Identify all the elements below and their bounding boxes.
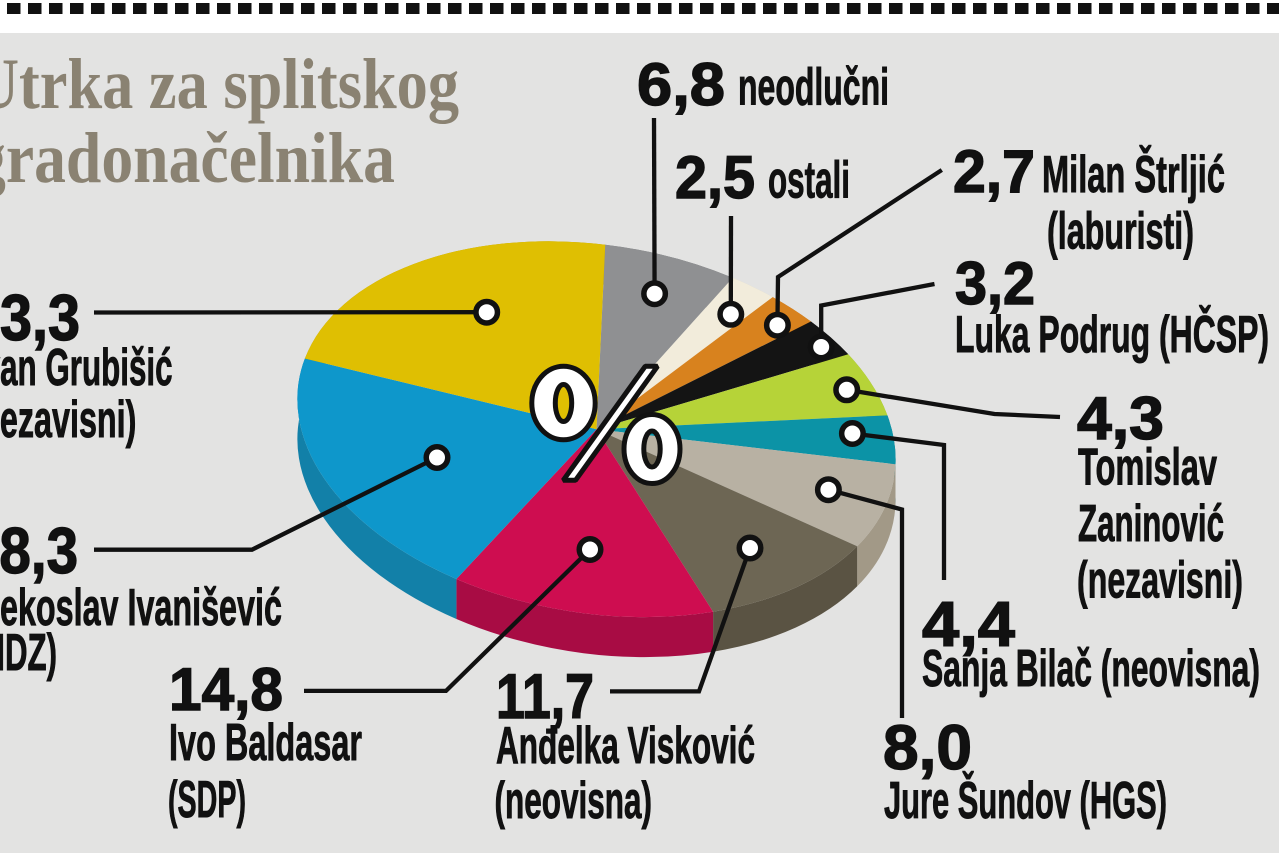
svg-text:4,3: 4,3 bbox=[1077, 385, 1164, 452]
svg-text:6,8: 6,8 bbox=[637, 51, 725, 118]
svg-text:4,4: 4,4 bbox=[922, 590, 1015, 660]
svg-text:2,7: 2,7 bbox=[953, 138, 1035, 205]
svg-text:23,3: 23,3 bbox=[0, 281, 80, 354]
svg-text:Sanja Bilač (neovisna): Sanja Bilač (neovisna) bbox=[922, 640, 1260, 698]
svg-text:Luka Podrug (HČSP): Luka Podrug (HČSP) bbox=[955, 305, 1269, 364]
svg-text:ostali: ostali bbox=[768, 152, 850, 210]
svg-text:Milan Štrljić: Milan Štrljić bbox=[1042, 145, 1225, 204]
svg-text:Ivo Baldasar: Ivo Baldasar bbox=[169, 714, 362, 772]
svg-text:Jure Šundov (HGS): Jure Šundov (HGS) bbox=[884, 771, 1167, 830]
svg-text:Ivan Grubišić: Ivan Grubišić bbox=[0, 339, 172, 397]
svg-text:gradonačelnika: gradonačelnika bbox=[0, 118, 395, 198]
svg-text:(laburisti): (laburisti) bbox=[1047, 203, 1194, 261]
svg-text:(nezavisni): (nezavisni) bbox=[0, 391, 136, 449]
svg-text:(HDZ): (HDZ) bbox=[0, 624, 57, 682]
svg-text:Anđelka Visković: Anđelka Visković bbox=[496, 717, 755, 775]
svg-text:Vjekoslav Ivanišević: Vjekoslav Ivanišević bbox=[0, 579, 282, 637]
svg-text:Tomislav: Tomislav bbox=[1078, 439, 1217, 497]
svg-text:3,2: 3,2 bbox=[955, 250, 1035, 317]
svg-text:neodlučni: neodlučni bbox=[738, 59, 889, 117]
svg-text:(neovisna): (neovisna) bbox=[495, 772, 653, 830]
svg-text:2,5: 2,5 bbox=[675, 144, 755, 211]
svg-text:18,3: 18,3 bbox=[0, 514, 78, 587]
svg-text:14,8: 14,8 bbox=[169, 656, 283, 723]
svg-text:(nezavisni): (nezavisni) bbox=[1077, 552, 1243, 610]
svg-text:11,7: 11,7 bbox=[496, 662, 594, 732]
svg-text:(SDP): (SDP) bbox=[168, 771, 246, 829]
svg-text:Zaninović: Zaninović bbox=[1078, 495, 1224, 553]
svg-text:Utrka za splitskog: Utrka za splitskog bbox=[0, 44, 459, 124]
svg-text:8,0: 8,0 bbox=[883, 713, 972, 783]
